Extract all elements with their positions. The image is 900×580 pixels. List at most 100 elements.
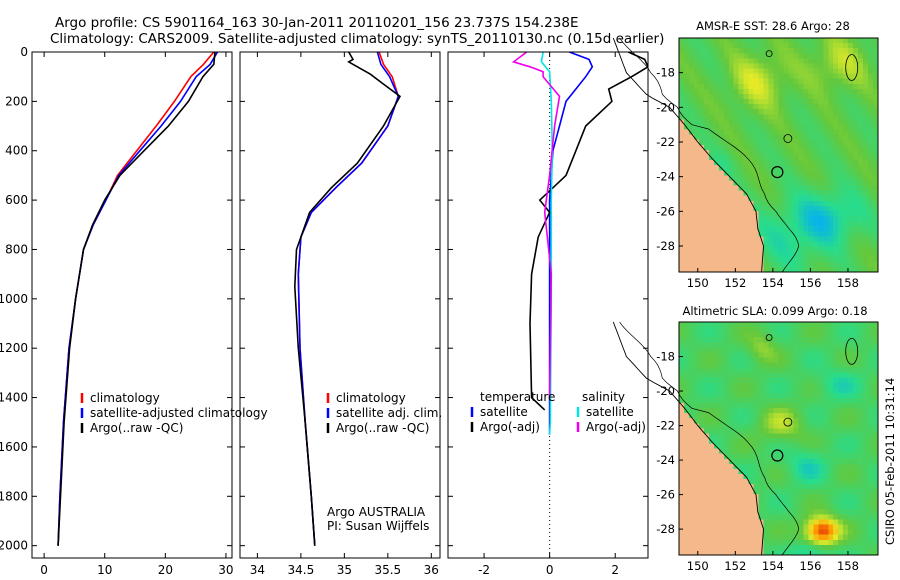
heatmap-cell <box>798 109 804 115</box>
heatmap-cell <box>818 124 824 130</box>
heatmap-cell <box>703 38 710 44</box>
heatmap-cell <box>693 99 700 105</box>
heatmap-cell <box>788 392 794 399</box>
heatmap-cell <box>679 256 685 263</box>
heatmap-cell <box>793 479 799 485</box>
heatmap-cell <box>698 114 705 120</box>
heatmap-cell <box>703 256 710 263</box>
heatmap-cell <box>753 266 760 273</box>
heatmap-cell <box>828 124 834 130</box>
heatmap-cell <box>828 544 834 551</box>
heatmap-cell <box>848 114 854 120</box>
heatmap-cell <box>798 357 804 363</box>
annotation-text: PI: Susan Wijffels <box>327 519 429 533</box>
heatmap-cell <box>833 78 839 85</box>
heatmap-cell <box>768 418 774 424</box>
heatmap-cell <box>873 226 879 232</box>
heatmap-cell <box>848 529 854 536</box>
heatmap-cell <box>833 413 839 419</box>
heatmap-cell <box>793 63 799 69</box>
heatmap-cell <box>798 524 804 531</box>
heatmap-cell <box>818 119 824 125</box>
heatmap-cell <box>793 377 799 384</box>
heatmap-cell <box>733 397 740 404</box>
heatmap-cell <box>798 509 804 515</box>
heatmap-cell <box>703 489 710 495</box>
heatmap-cell <box>873 337 879 343</box>
heatmap-cell <box>873 149 879 156</box>
heatmap-cell <box>823 544 829 551</box>
heatmap-cell <box>688 149 695 156</box>
heatmap-cell <box>753 327 760 333</box>
heatmap-cell <box>838 175 844 181</box>
heatmap-cell <box>768 48 774 54</box>
heatmap-cell <box>823 499 829 505</box>
heatmap-cell <box>703 514 710 520</box>
map-x-tick-label: 158 <box>837 276 859 290</box>
heatmap-cell <box>808 458 814 465</box>
heatmap-cell <box>748 114 755 120</box>
heatmap-cell <box>793 99 799 105</box>
heatmap-cell <box>813 448 819 455</box>
heatmap-cell <box>778 468 784 475</box>
heatmap-cell <box>808 175 814 181</box>
heatmap-cell <box>738 403 745 409</box>
heatmap-cell <box>833 418 839 424</box>
heatmap-cell <box>833 58 839 64</box>
heatmap-cell <box>783 514 789 520</box>
heatmap-cell <box>868 160 874 166</box>
heatmap-cell <box>723 266 730 273</box>
heatmap-cell <box>758 322 764 328</box>
heatmap-cell <box>733 210 740 217</box>
heatmap-cell <box>698 216 705 222</box>
heatmap-cell <box>788 139 794 146</box>
heatmap-cell <box>708 433 715 439</box>
heatmap-cell <box>718 519 725 526</box>
heatmap-cell <box>698 387 705 394</box>
heatmap-cell <box>758 332 764 338</box>
heatmap-cell <box>753 443 760 450</box>
heatmap-cell <box>728 549 735 556</box>
heatmap-cell <box>748 397 755 404</box>
heatmap-cell <box>848 165 854 171</box>
heatmap-cell <box>683 428 690 434</box>
heatmap-cell <box>773 109 779 115</box>
heatmap-cell <box>778 458 784 465</box>
heatmap-cell <box>843 362 849 368</box>
heatmap-cell <box>823 322 829 328</box>
heatmap-cell <box>798 443 804 450</box>
heatmap-cell <box>679 68 685 75</box>
heatmap-cell <box>733 499 740 505</box>
heatmap-cell <box>743 236 750 242</box>
heatmap-cell <box>679 58 685 64</box>
heatmap-cell <box>723 499 730 505</box>
heatmap-cell <box>868 352 874 358</box>
heatmap-cell <box>763 357 769 363</box>
heatmap-cell <box>693 524 700 531</box>
heatmap-cell <box>703 347 710 353</box>
heatmap-cell <box>853 261 859 268</box>
heatmap-cell <box>868 362 874 368</box>
heatmap-cell <box>853 58 859 64</box>
heatmap-cell <box>818 372 824 379</box>
heatmap-cell <box>873 180 879 186</box>
heatmap-cell <box>733 149 740 156</box>
map-y-tick-label: -20 <box>656 384 675 398</box>
heatmap-cell <box>778 539 784 546</box>
heatmap-cell <box>683 448 690 455</box>
heatmap-cell <box>778 124 784 130</box>
heatmap-cell <box>708 134 715 141</box>
heatmap-cell <box>863 180 869 186</box>
heatmap-cell <box>848 423 854 429</box>
heatmap-cell <box>688 210 695 217</box>
reef-contour <box>783 417 793 427</box>
heatmap-cell <box>738 544 745 551</box>
heatmap-cell <box>693 362 700 368</box>
heatmap-cell <box>688 109 695 115</box>
heatmap-cell <box>843 129 849 136</box>
heatmap-cell <box>723 362 730 368</box>
heatmap-cell <box>703 200 710 207</box>
heatmap-cell <box>679 210 685 217</box>
heatmap-cell <box>733 413 740 419</box>
heatmap-cell <box>758 509 764 515</box>
